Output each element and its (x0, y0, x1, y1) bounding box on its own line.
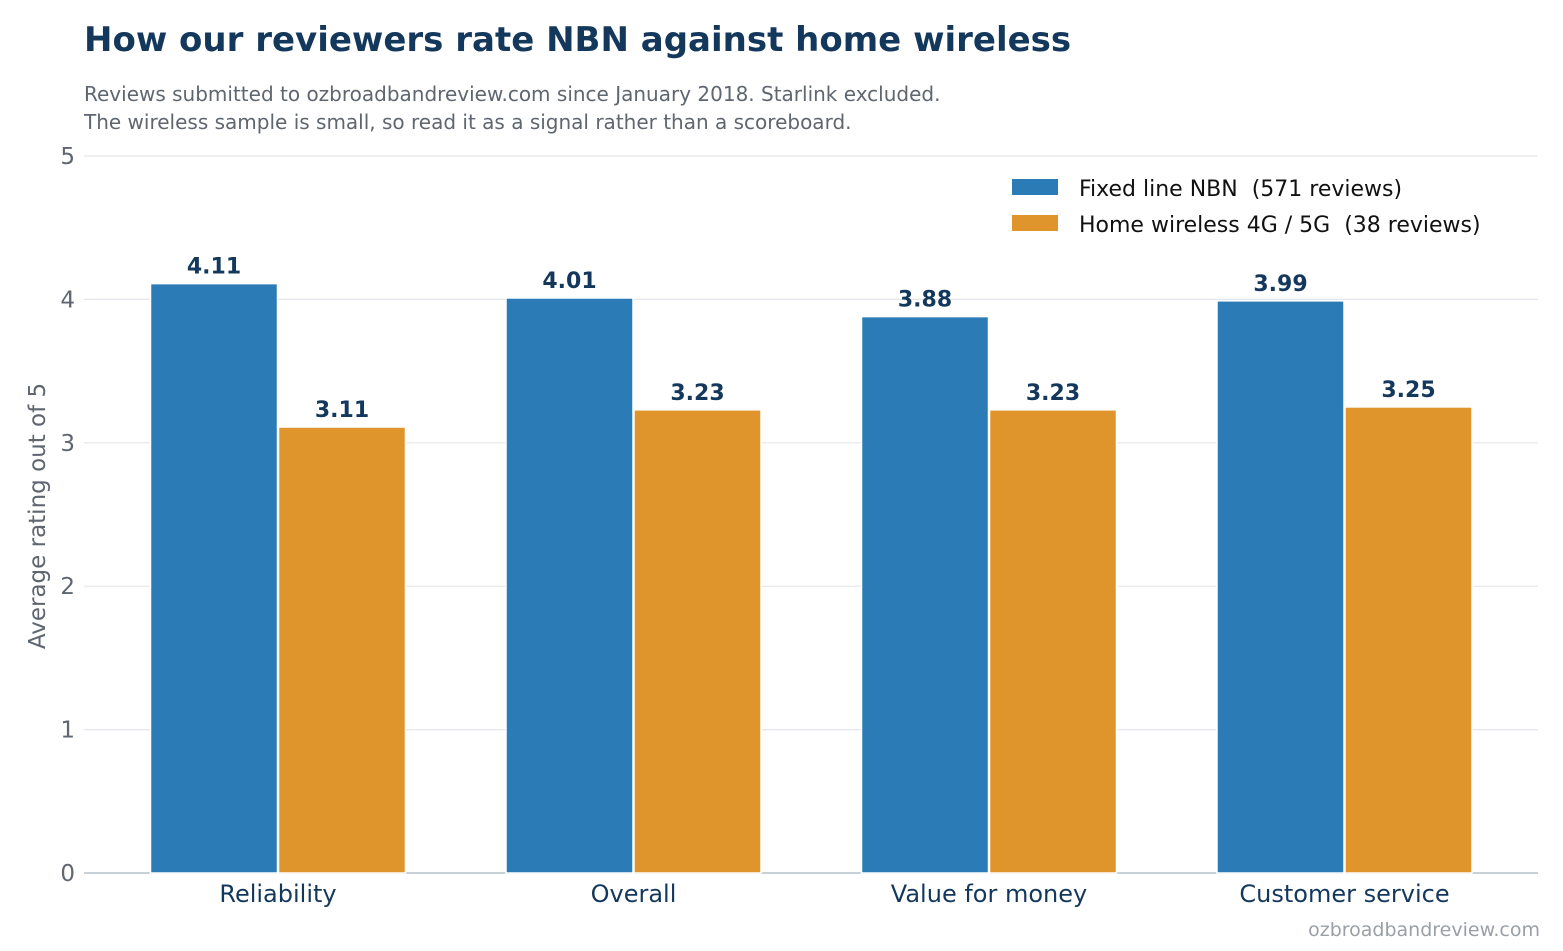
x-axis-categories: Reliability Overall Value for money Custome… (219, 880, 1449, 908)
legend: Fixed line NBN (571 reviews) Home wireles… (1012, 177, 1481, 238)
bar-value-label: 4.01 (542, 269, 596, 294)
bar-value-label: 3.11 (315, 398, 369, 423)
bar-value-label: 3.88 (898, 288, 952, 313)
y-tick-label: 0 (60, 861, 75, 887)
value-labels: 4.11 3.11 4.01 3.23 3.88 3.23 3.99 3.25 (187, 255, 1436, 423)
y-axis-ticks: 0 1 2 3 4 5 (60, 144, 75, 887)
legend-label-wireless: Home wireless 4G / 5G (38 reviews) (1079, 213, 1481, 238)
chart-subtitle-line-1: Reviews submitted to ozbroadbandreview.c… (84, 82, 941, 106)
bars (149, 282, 1473, 874)
x-category-label: Reliability (219, 880, 336, 908)
x-category-label: Value for money (891, 880, 1087, 908)
legend-label-nbn: Fixed line NBN (571 reviews) (1079, 177, 1402, 202)
bar-wireless-customer-service (1344, 406, 1473, 874)
bar-nbn-overall (505, 297, 634, 874)
bar-value-label: 3.23 (670, 381, 724, 406)
bar-wireless-reliability (277, 426, 407, 874)
bar-value-label: 3.25 (1381, 378, 1435, 403)
y-tick-label: 5 (60, 144, 75, 170)
legend-swatch-nbn (1012, 179, 1058, 195)
y-tick-label: 2 (60, 574, 75, 600)
y-tick-label: 3 (60, 431, 75, 457)
y-tick-label: 4 (60, 287, 75, 313)
legend-swatch-wireless (1012, 215, 1058, 231)
bar-value-label: 4.11 (187, 255, 241, 280)
bar-nbn-reliability (149, 282, 279, 874)
bar-nbn-value-for-money (860, 315, 990, 874)
y-tick-label: 1 (60, 718, 75, 744)
source-note: ozbroadbandreview.com (1308, 919, 1540, 941)
bar-wireless-value-for-money (988, 409, 1118, 874)
x-category-label: Customer service (1239, 880, 1449, 908)
bar-nbn-customer-service (1216, 300, 1345, 874)
bar-value-label: 3.99 (1253, 272, 1307, 297)
bar-value-label: 3.23 (1026, 381, 1080, 406)
chart-subtitle-line-2: The wireless sample is small, so read it… (84, 110, 852, 134)
chart-title: How our reviewers rate NBN against home … (84, 20, 1072, 60)
x-category-label: Overall (591, 880, 677, 908)
y-axis-title: Average rating out of 5 (25, 383, 51, 649)
bar-wireless-overall (633, 409, 762, 874)
